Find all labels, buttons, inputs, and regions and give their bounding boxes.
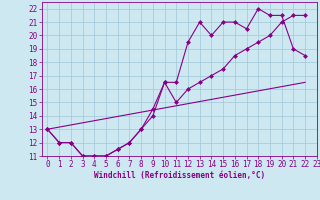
X-axis label: Windchill (Refroidissement éolien,°C): Windchill (Refroidissement éolien,°C) xyxy=(94,171,265,180)
